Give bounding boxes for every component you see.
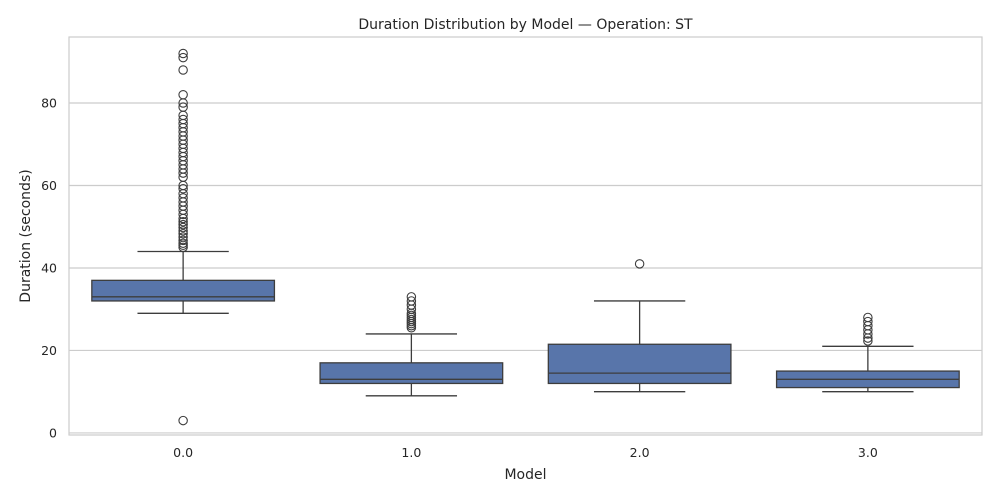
y-tick-label: 80 — [41, 95, 57, 110]
box — [319, 362, 504, 385]
outlier-point — [178, 48, 188, 59]
outlier-point — [406, 292, 417, 302]
chart-title: Duration Distribution by Model — Operati… — [358, 17, 693, 33]
x-tick-label: 1.0 — [401, 445, 421, 460]
box — [547, 343, 732, 385]
outlier-point — [178, 65, 188, 75]
outlier-point — [178, 232, 188, 242]
outlier-point — [406, 296, 417, 306]
outlier-point — [178, 235, 188, 246]
y-tick-label: 40 — [41, 260, 57, 275]
outlier-point — [178, 226, 188, 236]
outlier-point — [634, 259, 645, 269]
outlier-point — [863, 312, 873, 323]
box-group — [547, 259, 732, 393]
x-tick-label: 0.0 — [173, 445, 193, 460]
outlier-point — [178, 52, 188, 63]
x-ticks: 0.0 1.0 2.0 3.0 — [173, 445, 878, 460]
outlier-point — [178, 217, 188, 227]
box-group — [319, 292, 504, 397]
x-tick-label: 2.0 — [630, 445, 650, 460]
boxes — [91, 48, 960, 426]
outlier-point — [178, 228, 188, 239]
outlier-point — [178, 114, 188, 125]
y-ticks: 0 20 40 60 80 — [41, 95, 57, 440]
outlier-point — [178, 222, 188, 233]
box — [91, 279, 276, 302]
outlier-point — [178, 193, 188, 203]
outlier-point — [178, 415, 188, 426]
outlier-point — [178, 184, 188, 194]
y-tick-label: 0 — [49, 425, 57, 440]
outlier-point — [178, 89, 188, 100]
box-group — [775, 312, 960, 393]
box-group — [91, 48, 276, 426]
outlier-point — [863, 316, 873, 327]
grid — [69, 102, 982, 434]
outlier-point — [178, 219, 188, 230]
x-axis-label: Model — [504, 467, 546, 483]
y-tick-label: 20 — [41, 343, 57, 358]
x-tick-label: 3.0 — [858, 445, 878, 460]
y-axis-label: Duration (seconds) — [18, 169, 34, 302]
outlier-point — [178, 102, 188, 112]
y-tick-label: 60 — [41, 178, 57, 193]
outlier-point — [863, 336, 873, 346]
outlier-point — [178, 238, 188, 248]
